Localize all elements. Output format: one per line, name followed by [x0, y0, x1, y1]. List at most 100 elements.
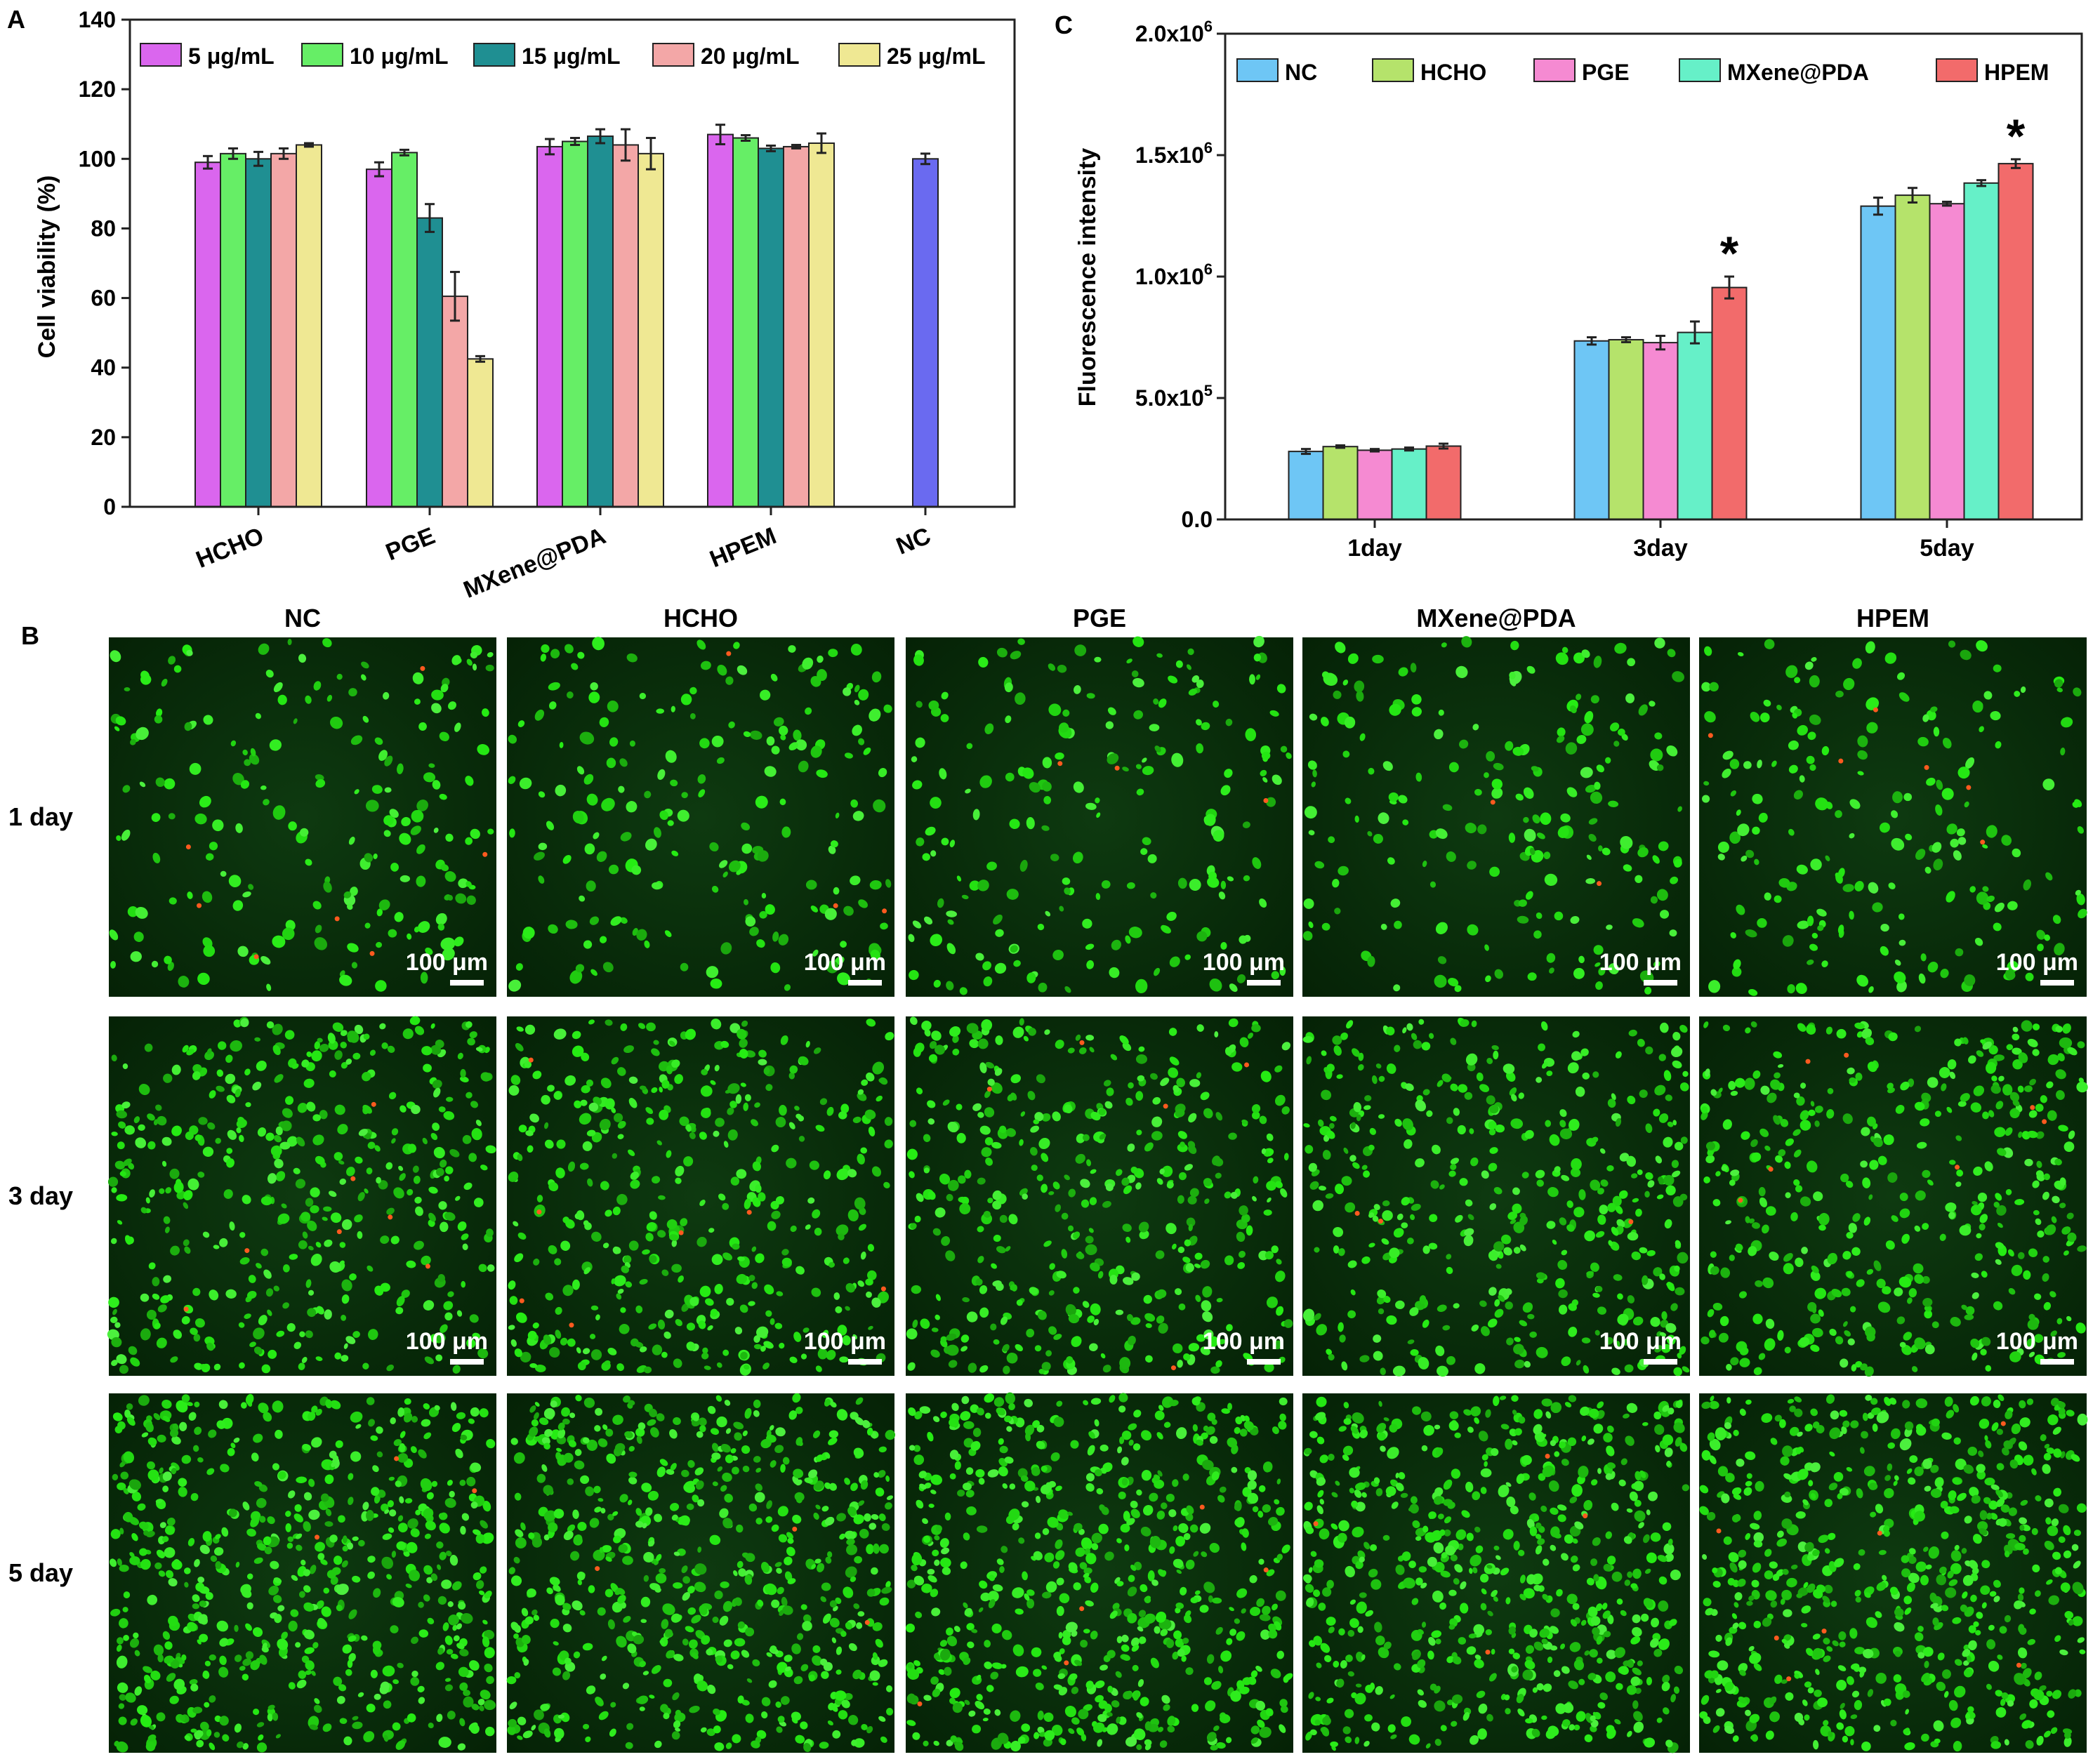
micrograph-tile	[905, 1391, 1295, 1753]
legend-swatch-a	[140, 44, 181, 66]
dead-cell	[1491, 800, 1495, 804]
cell-viability-chart: A Cell viability (%) 5 μg/mL 10 μg/mL 15 μ…	[7, 5, 1015, 604]
micrograph-tile: 100 μm	[107, 636, 496, 997]
bar-a	[733, 138, 758, 507]
category-label-a: HPEM	[706, 522, 780, 573]
dead-cell	[337, 1229, 342, 1234]
dead-cell	[679, 1231, 684, 1235]
legend-label-c: HCHO	[1420, 60, 1486, 85]
live-cell	[1094, 657, 1101, 663]
ytick-label-a: 120	[79, 77, 116, 102]
bar-c	[1358, 450, 1392, 519]
category-label-a: PGE	[382, 522, 439, 566]
micrograph-tile	[506, 1392, 896, 1753]
dead-cell	[1806, 1059, 1811, 1064]
bar-a	[588, 136, 613, 507]
ytick-label-a: 140	[79, 7, 116, 32]
dead-cell	[520, 1299, 524, 1304]
scale-bar-line	[450, 1359, 484, 1365]
bar-a	[392, 152, 417, 507]
ytick-mantissa: 0.0	[1182, 507, 1213, 532]
ytick-exponent: 6	[1204, 139, 1213, 157]
dead-cell	[315, 1534, 319, 1539]
bar-c	[1609, 340, 1644, 519]
category-label-a: MXene@PDA	[460, 522, 609, 604]
legend-label-a: 20 μg/mL	[701, 44, 800, 69]
dead-cell	[186, 844, 191, 849]
ytick-label-a: 20	[91, 425, 116, 450]
live-cell	[865, 1278, 873, 1285]
bar-c	[1999, 164, 2033, 519]
column-header: PGE	[1073, 604, 1126, 632]
bar-a	[537, 147, 562, 507]
dead-cell	[882, 908, 887, 913]
legend-swatch-a	[474, 44, 515, 66]
scale-bar-line	[450, 980, 484, 986]
dead-cell	[244, 1248, 249, 1253]
dead-cell	[792, 1527, 797, 1532]
legend-label-a: 25 μg/mL	[887, 44, 986, 69]
ytick-label-c: 5.0x105	[1135, 382, 1213, 411]
panel-a-label: A	[7, 5, 25, 34]
live-cell	[1654, 638, 1665, 649]
bar-a	[195, 162, 220, 507]
column-header: NC	[284, 604, 321, 632]
ytick-mantissa: 1.5x10	[1135, 142, 1204, 168]
ytick-label-a: 60	[91, 286, 116, 311]
dead-cell	[987, 1087, 992, 1092]
dead-cell	[388, 1214, 392, 1219]
live-cell	[1706, 1141, 1715, 1150]
dead-cell	[370, 951, 375, 956]
bar-c	[1861, 206, 1896, 519]
micrograph-tile: 100 μm	[106, 1015, 496, 1376]
scale-bar-line	[1644, 980, 1677, 986]
legend-swatch-c	[1534, 59, 1575, 81]
bar-c	[1575, 341, 1609, 519]
scale-bar-line	[848, 980, 882, 986]
dead-cell	[1980, 840, 1985, 844]
bar-a	[442, 296, 468, 507]
category-label-c: 1day	[1347, 535, 1402, 562]
dead-cell	[1263, 798, 1268, 803]
dead-cell	[1966, 785, 1971, 790]
bar-a	[366, 169, 392, 507]
fluorescence-chart: C Fluorescence intensity NC HCHO PGE MXene@…	[1055, 11, 2082, 562]
bar-a	[417, 218, 442, 507]
row-label: 1 day	[8, 802, 73, 831]
ytick-mantissa: 5.0x10	[1135, 385, 1204, 411]
scale-bar-label: 100 μm	[1996, 1328, 2078, 1355]
scale-bar-label: 100 μm	[1599, 949, 1682, 976]
dead-cell	[529, 1058, 534, 1063]
row-label: 5 day	[8, 1558, 73, 1587]
ytick-exponent: 6	[1204, 260, 1213, 278]
bar-a	[296, 145, 322, 507]
bar-c	[1392, 449, 1427, 519]
ytick-label-c: 1.5x106	[1135, 139, 1213, 168]
ytick-label-c: 0.0	[1182, 507, 1213, 532]
dead-cell	[881, 1287, 886, 1292]
category-label-a: HCHO	[192, 522, 268, 573]
scale-bar-line	[1247, 980, 1281, 986]
category-label-c: 3day	[1633, 535, 1688, 562]
live-cell	[1136, 1054, 1147, 1064]
dead-cell	[482, 852, 487, 857]
ytick-mantissa: 1.0x10	[1135, 264, 1204, 289]
ytick-label-c: 1.0x106	[1135, 260, 1213, 289]
live-cell	[838, 1111, 847, 1119]
scale-bar-label: 100 μm	[804, 1328, 886, 1355]
legend-a: 5 μg/mL 10 μg/mL 15 μg/mL 20 μg/mL 25 μg/mL	[140, 44, 986, 69]
dead-cell	[1378, 1219, 1383, 1223]
dead-cell	[1171, 1365, 1176, 1370]
bar-nc	[913, 159, 938, 507]
ytick-label-a: 100	[79, 146, 116, 171]
bars-a	[195, 125, 938, 507]
bars-c: **	[1289, 110, 2033, 519]
dead-cell	[1873, 708, 1878, 712]
live-cell	[257, 1742, 267, 1752]
legend-swatch-a	[302, 44, 343, 66]
dead-cell	[1355, 1211, 1360, 1216]
dead-cell	[1844, 1053, 1849, 1058]
live-cell	[195, 1582, 204, 1591]
